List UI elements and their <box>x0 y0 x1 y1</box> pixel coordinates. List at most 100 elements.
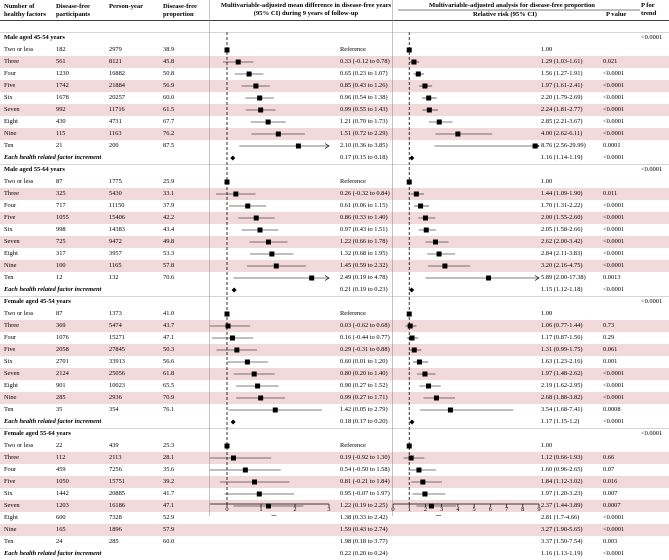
rr-point <box>411 347 417 353</box>
increment-label: Each health related factor increment <box>4 550 102 557</box>
person-year-value: 16186 <box>109 502 125 509</box>
md-point <box>257 95 263 101</box>
header-proportion: Disease-free proportion <box>163 3 197 18</box>
participants-value: 112 <box>56 454 66 461</box>
factor-label: Seven <box>4 238 20 245</box>
factor-label: Nine <box>4 130 17 137</box>
relative-risk-text: 1.31 (0.99-1.75) <box>541 346 583 353</box>
md-point <box>258 395 264 401</box>
person-year-value: 5474 <box>109 322 122 329</box>
md-point <box>265 119 271 125</box>
relative-risk-text: 5.89 (2.00-17.38) <box>541 274 586 281</box>
row-band <box>0 452 669 464</box>
participants-value: 998 <box>56 226 66 233</box>
md-point <box>224 311 230 317</box>
mean-difference-text: Reference <box>340 178 366 185</box>
md-point <box>251 371 257 377</box>
relative-risk-text: 2.85 (2.21-3.67) <box>541 118 583 125</box>
proportion-value: 45.8 <box>163 58 175 65</box>
p-trend-value: <0.0001 <box>641 166 663 173</box>
participants-value: 285 <box>56 394 66 401</box>
mean-difference-text: 0.26 (-0.32 to 0.84) <box>340 190 390 197</box>
person-year-value: 20257 <box>109 94 125 101</box>
mean-difference-text: 2.49 (0.19 to 4.78) <box>340 274 388 281</box>
person-year-value: 20885 <box>109 490 125 497</box>
factor-label: Three <box>4 58 19 65</box>
person-year-value: 9472 <box>109 238 122 245</box>
factor-label: Seven <box>4 502 20 509</box>
relative-risk-text: 1.97 (1.48-2.62) <box>541 370 583 377</box>
proportion-value: 57.9 <box>163 526 175 533</box>
participants-value: 22 <box>56 442 63 449</box>
mean-difference-text: 0.22 (0.20 to 0.24) <box>340 550 388 557</box>
relative-risk-text: 1.44 (1.09-1.90) <box>541 190 583 197</box>
relative-risk-text: 1.06 (0.77-1.44) <box>541 322 583 329</box>
mean-difference-text: 0.60 (0.01 to 1.20) <box>340 358 388 365</box>
person-year-value: 11716 <box>109 106 125 113</box>
proportion-value: 47.1 <box>163 334 175 341</box>
header-participants: Disease-free participants <box>56 3 91 18</box>
p-value: <0.0001 <box>603 262 625 269</box>
p-value: <0.0001 <box>603 394 625 401</box>
p-trend-value: <0.0001 <box>641 430 663 437</box>
mean-difference-text: 0.80 (0.20 to 1.40) <box>340 370 388 377</box>
person-year-value: 11150 <box>109 202 125 209</box>
factor-label: Five <box>4 214 16 221</box>
rr-point <box>428 503 434 509</box>
p-trend-value: <0.0001 <box>641 298 663 305</box>
relative-risk-text: 3.54 (1.68-7.41) <box>541 406 583 413</box>
person-year-value: 15751 <box>109 478 125 485</box>
relative-risk-text: 2.00 (1.55-2.60) <box>541 214 583 221</box>
rr-point <box>406 179 412 185</box>
mean-difference-text: 0.33 (-0.12 to 0.78) <box>340 58 390 65</box>
row-band <box>0 188 669 200</box>
mean-difference-text: 0.18 (0.17 to 0.20) <box>340 418 388 425</box>
panel2-tick-label: 6 <box>488 506 492 513</box>
header-panel2: Multivariable-adjusted analysis for dise… <box>429 2 595 9</box>
panel2-tick-label: 8 <box>521 506 525 513</box>
rr-point <box>413 191 419 197</box>
mean-difference-text: 0.17 (0.15 to 0.18) <box>340 154 388 161</box>
proportion-value: 76.2 <box>163 130 175 137</box>
row-band <box>0 476 669 488</box>
factor-label: Nine <box>4 526 17 533</box>
proportion-value: 33.1 <box>163 190 175 197</box>
md-ci-arrow <box>324 143 330 149</box>
participants-value: 2058 <box>56 346 69 353</box>
md-point <box>257 227 263 233</box>
relative-risk-text: 1.29 (1.03-1.61) <box>541 58 583 65</box>
mean-difference-text: 1.51 (0.72 to 2.29) <box>340 130 388 137</box>
participants-value: 725 <box>56 238 66 245</box>
mean-difference-text: Reference <box>340 310 366 317</box>
mean-difference-text: 0.90 (0.27 to 1.52) <box>340 382 388 389</box>
increment-label: Each health related factor increment <box>4 418 102 425</box>
relative-risk-text: 1.00 <box>541 46 553 53</box>
md-point <box>224 179 230 185</box>
participants-value: 87 <box>56 310 63 317</box>
md-point <box>224 47 230 53</box>
rr-point <box>408 455 414 461</box>
panel2-tick-label: 0 <box>391 506 395 513</box>
participants-value: 1742 <box>56 82 69 89</box>
relative-risk-text: 1.56 (1.27-1.91) <box>541 70 583 77</box>
p-value: 0.0008 <box>603 406 621 413</box>
md-summary-diamond <box>230 155 236 161</box>
row-band <box>0 104 669 116</box>
row-band <box>0 368 669 380</box>
p-value: 0.003 <box>603 538 618 545</box>
participants-value: 459 <box>56 466 66 473</box>
mean-difference-text: 0.99 (0.55 to 1.43) <box>340 106 388 113</box>
rr-point <box>416 359 422 365</box>
mean-difference-text: 1.32 (0.68 to 1.95) <box>340 250 388 257</box>
row-band <box>0 212 669 224</box>
p-value: 0.66 <box>603 454 615 461</box>
md-point <box>242 467 248 473</box>
rr-summary-diamond <box>409 419 415 425</box>
md-point <box>265 239 271 245</box>
p-value: <0.0001 <box>603 82 625 89</box>
group-title: Male aged 45-54 years <box>4 34 65 41</box>
relative-risk-text: 3.37 (1.50-7.54) <box>541 538 583 545</box>
proportion-value: 42.2 <box>163 214 175 221</box>
proportion-value: 56.9 <box>163 82 175 89</box>
rr-ci-arrow <box>534 275 540 281</box>
